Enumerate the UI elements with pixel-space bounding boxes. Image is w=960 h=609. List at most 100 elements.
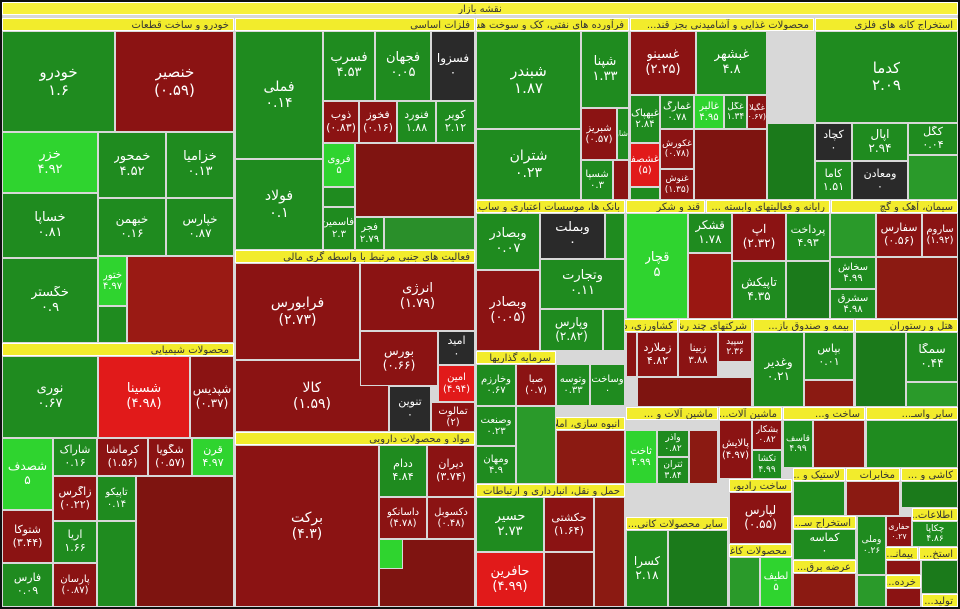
sector-header-contracts[interactable]: پیمانـ... [876,547,918,560]
stock-tile[interactable]: غمارگ ۰.۷۸ [660,95,694,129]
stock-tile-cluster[interactable] [688,253,732,319]
stock-tile[interactable]: تاپیکش ۴.۳۵ [732,261,786,319]
stock-tile[interactable]: کدما ۲.۰۹ [815,31,958,123]
stock-tile[interactable]: حفاری ۰.۲۷ [886,516,912,547]
stock-tile[interactable]: وپارس (۲.۸۲) [540,309,603,351]
stock-tile[interactable]: بورس (۰.۶۶) [360,331,438,386]
stock-tile[interactable]: زاگرس (۰.۲۲) [53,476,97,521]
stock-tile[interactable]: امین (۴.۹۴) [438,365,475,402]
stock-tile-cluster[interactable] [793,481,845,516]
stock-tile-cluster[interactable] [813,420,865,468]
stock-tile[interactable]: خمحور ۴.۵۲ [98,132,166,198]
stock-tile[interactable]: کماسه ۰ [793,529,856,560]
stock-tile-cluster[interactable] [786,261,830,319]
stock-tile[interactable]: ثاخت ۴.۹۹ [625,430,657,484]
sector-header-banks[interactable]: بانک ها، موسسات اعتباری و ساب... [476,200,625,213]
stock-tile[interactable]: آریا ۱.۶۶ [53,521,97,563]
stock-tile[interactable]: سفارس (۰.۵۶) [876,213,922,257]
stock-tile[interactable]: شصدف ۵ [2,438,53,510]
sector-header-sugar[interactable]: قند و شکر [626,200,705,213]
sector-header-it[interactable]: رایانه و فعالیتهای وابسته ... [706,200,830,213]
stock-tile[interactable]: دیران (۳.۷۴) [427,445,475,497]
sector-header-other-mining[interactable]: استخراج سـ... [793,516,856,529]
stock-tile-small[interactable] [613,160,629,200]
sector-header-auto[interactable]: خودرو و ساخت قطعات [2,18,234,31]
stock-tile-small[interactable] [323,187,355,207]
stock-tile[interactable]: انرژی (۱.۷۹) [360,263,475,331]
stock-tile[interactable]: ومهان ۴.۹ [476,446,516,484]
stock-tile[interactable]: غگیلا(۰.۶۷) [747,95,767,129]
stock-tile-cluster[interactable] [830,213,876,257]
stock-tile[interactable]: غسینو (۲.۲۵) [630,31,696,95]
stock-tile-cluster[interactable] [136,476,234,607]
stock-tile[interactable]: لطیف ۵ [760,557,792,607]
sector-header-media[interactable]: مخابرات [846,468,900,481]
stock-tile[interactable]: ومعادن ۰ [852,161,908,200]
stock-tile[interactable]: وملی ۰.۲۶ [857,516,886,575]
stock-tile[interactable]: پارسان (۰.۸۷) [53,563,97,607]
stock-tile[interactable]: ثتران ۳.۸۴ [657,457,689,484]
stock-tile-cluster[interactable] [921,560,958,594]
sector-header-machinery[interactable]: ماشین آلات و ... [626,407,718,420]
stock-tile-cluster[interactable] [804,380,854,407]
stock-tile-cluster[interactable] [906,382,958,407]
stock-tile[interactable]: کاما ۱.۵۱ [815,161,852,200]
stock-tile-small[interactable] [98,306,127,343]
stock-tile[interactable]: دکسوبل (۰.۴۸) [427,497,475,539]
stock-tile[interactable]: نوری ۰.۶۷ [2,356,98,438]
stock-tile[interactable]: خبهمن ۰.۱۶ [98,198,166,256]
stock-tile[interactable]: داسانکو (۴.۷۸) [379,497,427,539]
sector-header-other[interactable]: تولید... [922,594,958,607]
stock-tile[interactable]: اپال ۲.۹۴ [852,123,908,161]
sector-header-pharma[interactable]: مواد و محصولات دارویی [235,432,475,445]
stock-tile[interactable]: حکشتی (۱.۶۴) [544,497,594,552]
stock-tile[interactable]: کویر ۲.۱۲ [436,101,475,143]
stock-tile[interactable]: ذوب (۰.۸۳) [323,101,359,143]
stock-tile[interactable]: سشرق ۴.۹۸ [830,289,876,319]
stock-tile[interactable]: آپ (۲.۳۲) [732,213,786,261]
stock-tile[interactable]: فجهان ۰.۰۵ [375,31,431,101]
stock-tile-cluster[interactable] [793,573,856,607]
stock-tile[interactable]: شاراک ۰.۱۶ [53,438,97,476]
stock-tile[interactable]: قشکر ۱.۷۸ [688,213,732,253]
stock-tile[interactable]: غالبر ۴.۹۵ [694,95,724,129]
stock-tile[interactable]: شگویا (۰.۵۷) [148,438,192,476]
stock-tile[interactable]: قرن ۴.۹۷ [192,438,234,476]
stock-tile[interactable]: تاپیکو ۰.۱۴ [97,476,136,521]
stock-tile[interactable]: قچار ۵ [626,213,688,319]
stock-tile-cluster[interactable] [855,332,906,407]
sector-header-trade[interactable]: خرده... [886,575,921,588]
stock-tile-cluster[interactable] [857,575,886,607]
stock-tile[interactable]: سخاش ۴.۹۹ [830,257,876,289]
stock-tile[interactable]: وتجارت ۰.۱۱ [540,259,625,309]
stock-tile[interactable]: وبملت ۰ [540,213,605,259]
stock-tile[interactable]: فنورد ۱.۸۸ [397,101,436,143]
stock-tile[interactable]: حسیر ۲.۷۳ [476,497,544,552]
stock-tile[interactable]: خساپا ۰.۸۱ [2,193,98,258]
stock-tile-cluster[interactable] [379,539,475,607]
stock-tile-cluster[interactable] [901,481,958,508]
stock-tile[interactable]: قاسف ۴.۹۹ [783,420,813,468]
stock-tile-cluster[interactable] [908,155,958,200]
stock-tile[interactable]: وبصادر ۰.۰۷ [476,213,540,270]
stock-tile-cluster[interactable] [767,123,815,200]
stock-tile-small[interactable] [603,309,625,351]
stock-tile[interactable]: شبریز (۰.۵۷) [581,108,617,160]
stock-tile-cluster[interactable] [516,406,556,484]
sector-header-paper[interactable]: محصولات کاغذی [729,544,792,557]
stock-tile[interactable]: فجر ۲.۷۹ [355,217,384,250]
stock-tile-cluster[interactable] [689,430,718,484]
stock-tile[interactable]: کچاد ۰ [815,123,852,161]
stock-tile[interactable]: فولاد ۰.۱ [235,159,323,250]
stock-tile[interactable]: پالایش (۴.۹۷) [719,420,752,479]
stock-tile[interactable]: ختور ۴.۹۷ [98,256,127,306]
stock-tile[interactable]: شتران ۰.۲۳ [476,129,581,200]
stock-tile[interactable]: تنوین ۰ [389,386,431,432]
stock-tile[interactable]: امید ۰ [438,331,475,365]
stock-tile-small[interactable] [886,588,921,607]
stock-tile[interactable]: فسزوا ۰ [431,31,475,101]
sector-header-other-products[interactable]: سایر محصولات کانی... [626,517,728,530]
stock-tile[interactable]: غنوش (۱.۳۵) [660,169,694,200]
stock-tile[interactable]: صبا (۰.۷) [516,364,556,406]
sector-header-mining[interactable]: استخراج کانه های فلزی [815,18,958,31]
